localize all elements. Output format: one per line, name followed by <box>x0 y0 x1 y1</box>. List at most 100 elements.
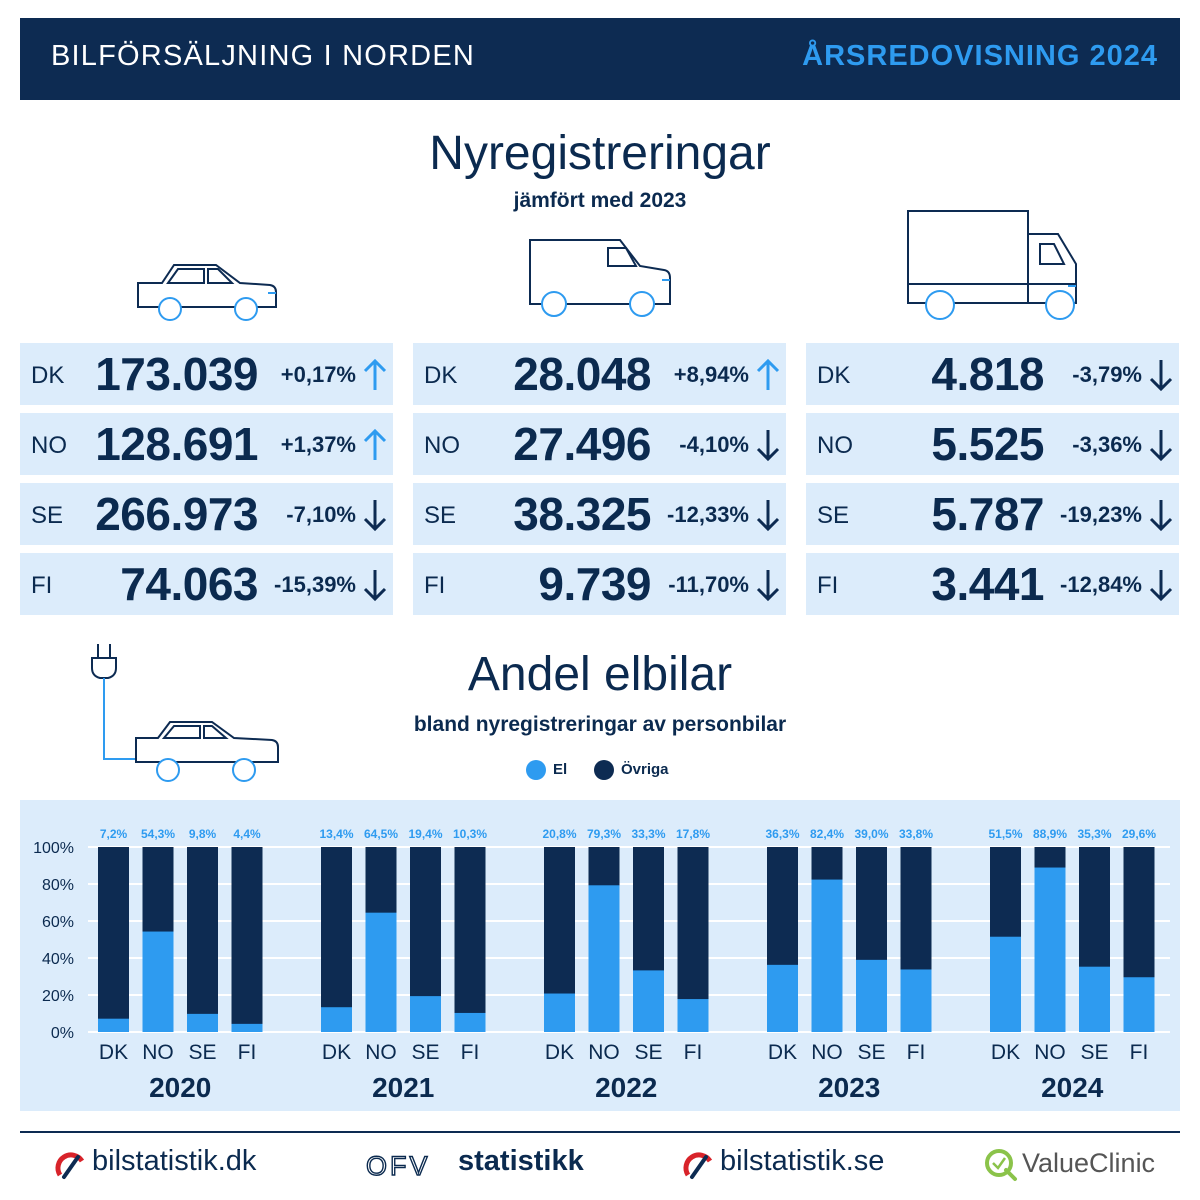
year-label: 2021 <box>372 1072 434 1103</box>
ev-share-subtitle: bland nyregistreringar av personbilar <box>413 713 787 736</box>
registration-count: 128.691 <box>95 418 258 470</box>
stat-box: NO 128.691 +1,37% <box>20 413 393 475</box>
bar-el <box>990 936 1021 1032</box>
arrow-down-icon <box>756 570 780 602</box>
data-label: 33,3% <box>631 827 665 841</box>
bar-ovriga <box>321 847 352 1032</box>
ev-share-title: Andel elbilar <box>467 648 733 701</box>
country-tick-label: DK <box>99 1041 128 1064</box>
change-percent: +1,37% <box>280 432 356 457</box>
registrations-subtitle: jämfört med 2023 <box>513 189 687 212</box>
bilstatistik-se-logo-icon <box>683 1152 713 1179</box>
arrow-down-icon <box>363 570 387 602</box>
data-label: 13,4% <box>319 827 353 841</box>
arrow-down-icon <box>756 500 780 532</box>
registration-count: 74.063 <box>120 558 258 610</box>
stat-box: FI 74.063 -15,39% <box>20 553 393 615</box>
year-label: 2020 <box>149 1072 211 1103</box>
bar-el <box>1034 867 1066 1032</box>
bar-el <box>544 993 575 1032</box>
data-label: 4,4% <box>233 827 261 841</box>
arrow-down-icon <box>1149 570 1173 602</box>
stat-box: DK 28.048 +8,94% <box>413 343 786 405</box>
country-tick-label: FI <box>238 1041 257 1064</box>
bar-ovriga <box>231 847 263 1032</box>
stat-box: NO 5.525 -3,36% <box>806 413 1179 475</box>
y-tick-label: 20% <box>42 988 74 1005</box>
legend-label-el: El <box>553 760 568 778</box>
bar-el <box>410 996 441 1032</box>
bar-ovriga <box>98 847 129 1032</box>
country-code: SE <box>817 502 850 529</box>
data-label: 39,0% <box>854 827 888 841</box>
registration-count: 3.441 <box>931 558 1044 610</box>
country-code: FI <box>817 572 839 599</box>
stat-box: FI 9.739 -11,70% <box>413 553 786 615</box>
data-label: 79,3% <box>587 827 621 841</box>
data-label: 51,5% <box>988 827 1022 841</box>
change-percent: -12,84% <box>1060 572 1142 597</box>
registration-count: 9.739 <box>538 558 651 610</box>
registration-count: 5.525 <box>931 418 1044 470</box>
country-code: DK <box>817 362 851 389</box>
year-label: 2024 <box>1041 1072 1104 1103</box>
bar-el <box>811 879 843 1032</box>
ev-share-chart: 100% 80% 60% 40% 20% 0% 7,2% DK 54,3% NO 9,8% SE 4,4… <box>33 827 1170 1103</box>
change-percent: -7,10% <box>286 502 356 527</box>
footer-divider <box>20 1131 1180 1133</box>
country-tick-label: NO <box>142 1041 174 1064</box>
legend-swatch-ovriga <box>594 760 614 780</box>
bar-el <box>588 885 620 1032</box>
y-tick-label: 60% <box>42 914 74 931</box>
arrow-up-icon <box>363 358 387 390</box>
bar-el <box>231 1023 263 1032</box>
country-code: DK <box>31 362 65 389</box>
y-tick-label: 80% <box>42 877 74 894</box>
data-label: 10,3% <box>453 827 487 841</box>
stat-box: SE 266.973 -7,10% <box>20 483 393 545</box>
arrow-down-icon <box>1149 430 1173 462</box>
ev-share-chart-panel: 100% 80% 60% 40% 20% 0% 7,2% DK 54,3% NO 9,8% SE 4,4… <box>20 800 1180 1111</box>
country-tick-label: DK <box>768 1041 797 1064</box>
country-code: FI <box>424 572 446 599</box>
change-percent: -15,39% <box>274 572 356 597</box>
country-tick-label: FI <box>907 1041 926 1064</box>
country-tick-label: SE <box>188 1041 216 1064</box>
change-percent: +0,17% <box>280 362 356 387</box>
registration-count: 28.048 <box>513 348 651 400</box>
country-code: NO <box>817 432 853 459</box>
legend-label-ovriga: Övriga <box>621 760 669 778</box>
bar-el <box>187 1013 218 1032</box>
data-label: 54,3% <box>141 827 175 841</box>
bar-el <box>142 931 174 1032</box>
country-tick-label: FI <box>1130 1041 1149 1064</box>
brand-statistikk: statistikk <box>458 1145 584 1177</box>
change-percent: +8,94% <box>673 362 749 387</box>
country-tick-label: SE <box>1080 1041 1108 1064</box>
year-label: 2022 <box>595 1072 657 1103</box>
change-percent: -12,33% <box>667 502 749 527</box>
bar-el <box>454 1012 486 1032</box>
country-tick-label: DK <box>322 1041 351 1064</box>
bar-ovriga <box>454 847 486 1032</box>
year-label: 2023 <box>818 1072 880 1103</box>
country-tick-label: NO <box>811 1041 843 1064</box>
header-title: BILFÖRSÄLJNING I NORDEN <box>51 40 475 72</box>
stat-box: NO 27.496 -4,10% <box>413 413 786 475</box>
arrow-down-icon <box>756 430 780 462</box>
arrow-down-icon <box>1149 500 1173 532</box>
data-label: 33,8% <box>899 827 933 841</box>
registration-count: 4.818 <box>931 348 1044 400</box>
data-label: 17,8% <box>676 827 710 841</box>
registration-count: 38.325 <box>513 488 651 540</box>
country-tick-label: SE <box>411 1041 439 1064</box>
bar-el <box>98 1018 129 1032</box>
country-code: DK <box>424 362 458 389</box>
country-code: SE <box>424 502 457 529</box>
country-code: NO <box>31 432 67 459</box>
registration-count: 27.496 <box>513 418 651 470</box>
ofv-logo-icon: OFV <box>366 1150 428 1180</box>
country-tick-label: FI <box>461 1041 480 1064</box>
van-icon <box>529 239 671 317</box>
change-percent: -3,36% <box>1072 432 1142 457</box>
